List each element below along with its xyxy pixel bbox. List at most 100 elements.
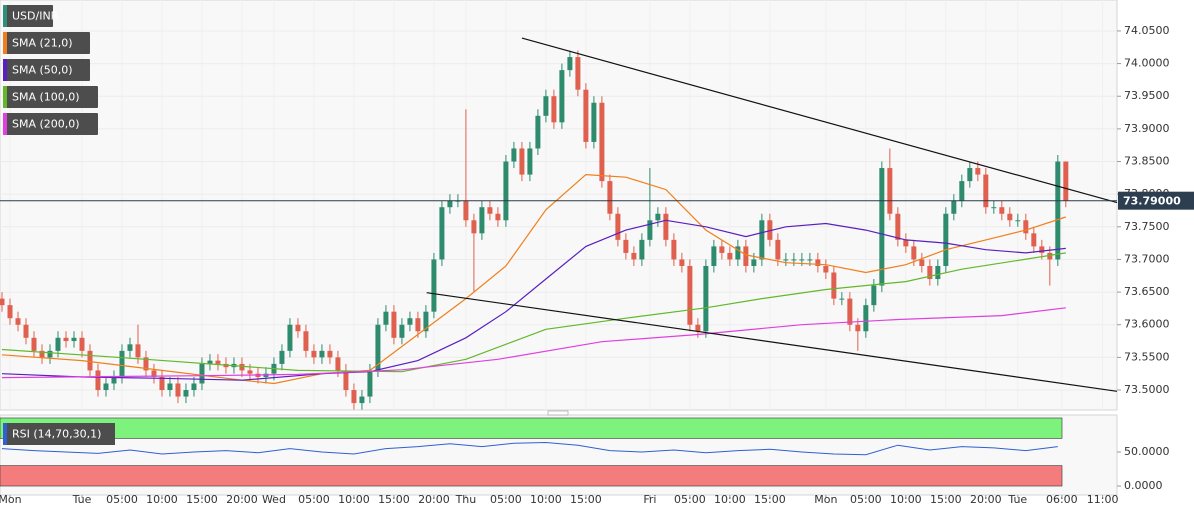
candle-body [63, 337, 69, 342]
y-tick-label: 74.0000 [1124, 57, 1170, 70]
y-tick-label: 73.6500 [1124, 285, 1170, 298]
candle-body [167, 383, 173, 391]
candle-body [903, 239, 909, 247]
candle-body [551, 96, 557, 123]
candle-body [671, 239, 677, 260]
candle-body [775, 239, 781, 260]
y-tick-label: 73.9000 [1124, 122, 1170, 135]
candle-body [847, 298, 853, 325]
overlay: 73.79000 USD/INR SMA (21,0) SMA (50,0) SMA (… [3, 5, 1194, 445]
candle-body [911, 246, 917, 260]
main-plot-area [0, 0, 1118, 411]
x-tick-label: Mon [0, 493, 22, 506]
candle-body [279, 350, 285, 364]
rsi-y-tick-label: 50.0000 [1124, 445, 1170, 458]
legend-label: SMA (100,0) [12, 91, 80, 104]
candle-body [751, 259, 757, 266]
candle-body [543, 96, 549, 116]
candle-body [863, 305, 869, 332]
x-tick-label: 20:00 [418, 493, 450, 506]
x-tick-label: Thu [455, 493, 477, 506]
candle-body [783, 259, 789, 261]
candle-body [471, 220, 477, 234]
candle-body [823, 265, 829, 273]
candle-body [511, 148, 517, 162]
candle-body [399, 324, 405, 338]
candle-body [495, 213, 501, 221]
candle-body [447, 200, 453, 208]
candle-body [119, 350, 125, 377]
x-tick-label: 20:00 [970, 493, 1002, 506]
candle-body [647, 220, 653, 240]
candle-body [687, 265, 693, 325]
candle-body [151, 370, 157, 377]
legend-label: SMA (21,0) [12, 37, 73, 50]
y-tick-label: 73.5000 [1124, 383, 1170, 396]
candle-body [111, 376, 117, 384]
candle-body [311, 350, 317, 358]
x-tick-label: 05:00 [106, 493, 138, 506]
candle-body [895, 213, 901, 240]
candle-body [183, 390, 189, 397]
candle-body [655, 213, 661, 221]
candle-body [295, 324, 301, 332]
candle-body [351, 390, 357, 404]
candle-body [0, 298, 5, 306]
candle-body [735, 246, 741, 260]
candle-body [439, 207, 445, 260]
candle-body [175, 383, 181, 397]
candle-body [615, 213, 621, 240]
panel-resize-handle[interactable] [547, 410, 569, 416]
candle-body [127, 344, 133, 351]
candle-body [927, 265, 933, 280]
legend-box [3, 113, 98, 135]
x-tick-label: 15:00 [186, 493, 218, 506]
x-tick-label: 05:00 [490, 493, 522, 506]
legend-swatch [3, 5, 7, 27]
candle-body [103, 383, 109, 391]
x-tick-label: 10:00 [338, 493, 370, 506]
x-tick-label: 15:00 [570, 493, 602, 506]
candle-body [1047, 252, 1053, 260]
x-tick-label: 15:00 [754, 493, 786, 506]
x-tick-label: 10:00 [714, 493, 746, 506]
candle-body [463, 200, 469, 221]
candle-body [95, 370, 101, 391]
candle-body [479, 207, 485, 234]
candle-body [15, 318, 21, 325]
candle-body [855, 324, 861, 332]
sma-line [1, 173, 1066, 385]
y-tick-label: 73.9500 [1124, 89, 1170, 102]
candle-body [159, 376, 165, 391]
candle-body [767, 220, 773, 240]
legend-box [3, 32, 90, 54]
candle-body [759, 220, 765, 260]
y-tick-label: 74.0500 [1124, 24, 1170, 37]
candle-body [1039, 246, 1045, 253]
candle-body [935, 265, 941, 280]
rsi-legend-label: RSI (14,70,30,1) [12, 428, 101, 441]
candle-body [383, 311, 389, 325]
candle-body [831, 272, 837, 299]
legend-box [3, 59, 90, 81]
candle-body [199, 363, 205, 384]
legend-box [3, 86, 98, 108]
candle-body [679, 259, 685, 266]
legend-label: SMA (200,0) [12, 118, 80, 131]
candle-body [87, 350, 93, 371]
candle-body [7, 305, 13, 319]
x-tick-label: 05:00 [674, 493, 706, 506]
candle-body [423, 311, 429, 332]
candle-body [207, 360, 213, 364]
candle-body [503, 161, 509, 221]
candle-body [575, 57, 581, 90]
candle-body [391, 311, 397, 338]
candle-body [1015, 220, 1021, 222]
marks [0, 37, 1118, 487]
rsi-line [1, 441, 1058, 456]
candle-body [23, 324, 29, 338]
candle-body [359, 396, 365, 404]
candle-body [327, 350, 333, 358]
x-tick-label: Mon [814, 493, 837, 506]
rsi-legend-box [3, 423, 115, 445]
